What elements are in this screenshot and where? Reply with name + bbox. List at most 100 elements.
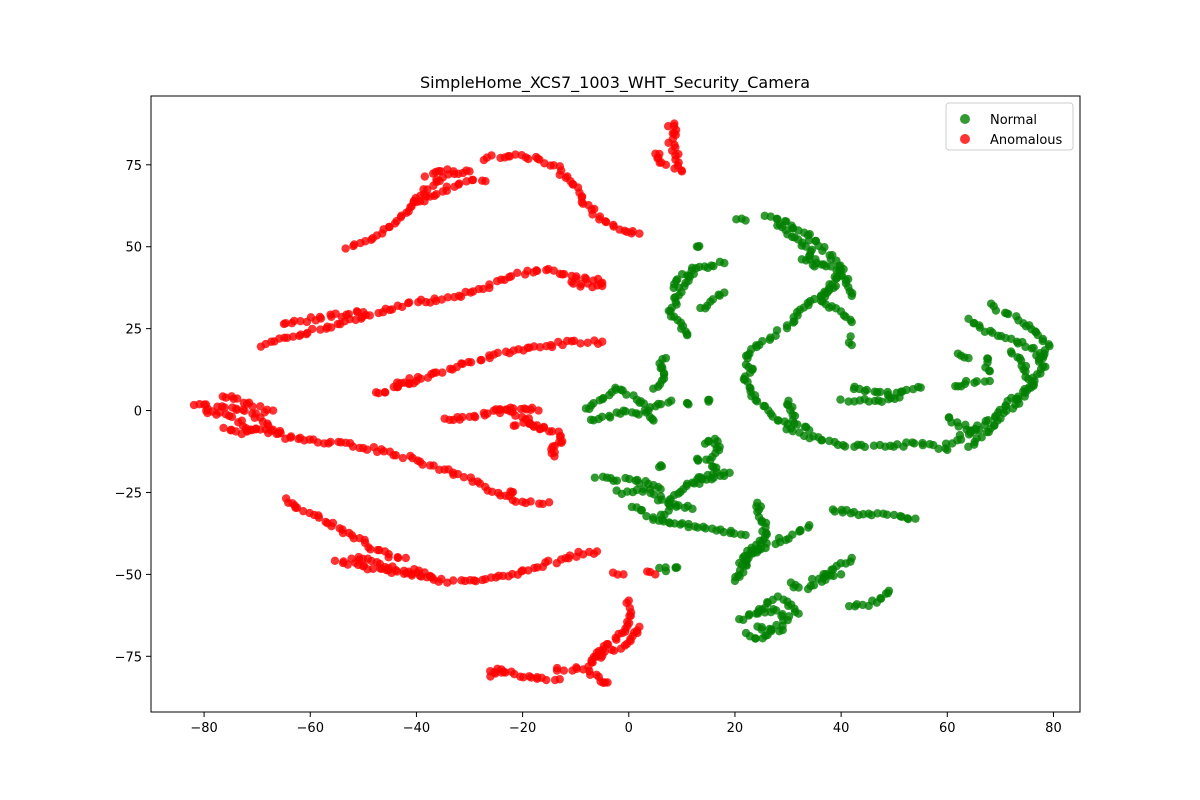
data-point bbox=[720, 258, 729, 268]
axis-ticks: −80 −60 −40 −20 0 20 40 60 80 −75 −50 −25 0 25 50 75 bbox=[115, 159, 1062, 736]
data-point bbox=[674, 501, 683, 510]
data-point bbox=[964, 353, 973, 363]
data-point bbox=[877, 397, 886, 407]
x-tick-label: 80 bbox=[1045, 721, 1062, 736]
data-point bbox=[651, 570, 660, 579]
data-point bbox=[793, 420, 802, 429]
data-point bbox=[984, 415, 993, 425]
data-point bbox=[985, 376, 994, 386]
data-point bbox=[622, 390, 631, 399]
data-point bbox=[778, 609, 787, 619]
data-point bbox=[524, 154, 533, 164]
data-point bbox=[955, 430, 965, 440]
data-point bbox=[757, 625, 766, 634]
data-point bbox=[532, 266, 542, 276]
data-point bbox=[384, 553, 393, 562]
data-point bbox=[795, 525, 805, 535]
data-point bbox=[635, 479, 644, 488]
data-point bbox=[597, 412, 607, 421]
data-point bbox=[934, 444, 943, 454]
data-point bbox=[964, 314, 973, 324]
data-point bbox=[805, 521, 814, 530]
data-point bbox=[471, 576, 480, 586]
data-point bbox=[420, 172, 429, 181]
data-point bbox=[338, 528, 348, 538]
data-point bbox=[892, 440, 902, 449]
data-point bbox=[847, 340, 856, 350]
data-point bbox=[656, 484, 665, 494]
data-point bbox=[751, 634, 760, 643]
data-point bbox=[805, 251, 814, 261]
data-point bbox=[910, 439, 919, 448]
data-point bbox=[227, 412, 237, 422]
data-point bbox=[947, 418, 956, 427]
data-point bbox=[774, 416, 783, 425]
legend-box bbox=[945, 102, 1074, 151]
data-point bbox=[443, 293, 453, 302]
y-tick-label: 50 bbox=[125, 241, 142, 256]
data-point bbox=[836, 570, 846, 579]
data-point bbox=[670, 119, 679, 128]
x-tick-label: −40 bbox=[403, 721, 430, 736]
data-point bbox=[809, 581, 819, 590]
data-point bbox=[642, 511, 651, 521]
data-point bbox=[836, 395, 845, 404]
data-point bbox=[534, 406, 543, 415]
data-point bbox=[344, 309, 353, 319]
data-point bbox=[1038, 353, 1048, 363]
x-tick-label: −80 bbox=[190, 721, 217, 736]
data-point bbox=[431, 368, 441, 377]
data-point bbox=[477, 355, 486, 365]
data-point bbox=[544, 498, 554, 507]
data-point bbox=[327, 522, 336, 531]
data-point bbox=[418, 460, 427, 469]
data-point bbox=[656, 461, 666, 470]
data-point bbox=[569, 279, 578, 288]
data-point bbox=[281, 319, 290, 328]
data-point bbox=[604, 411, 614, 421]
data-point bbox=[362, 445, 372, 454]
data-point bbox=[985, 367, 994, 376]
data-point bbox=[491, 669, 500, 678]
data-point bbox=[393, 553, 402, 562]
data-point bbox=[268, 406, 278, 415]
data-point bbox=[353, 307, 362, 317]
data-point bbox=[559, 666, 569, 675]
data-point bbox=[625, 474, 634, 484]
data-point bbox=[348, 442, 358, 451]
data-point bbox=[519, 418, 528, 427]
data-point bbox=[916, 383, 925, 392]
data-point bbox=[765, 335, 775, 344]
data-point bbox=[612, 476, 622, 485]
data-point bbox=[1002, 406, 1011, 415]
data-point bbox=[586, 670, 595, 679]
data-point bbox=[495, 405, 504, 415]
data-point bbox=[794, 609, 803, 618]
data-point bbox=[810, 262, 819, 271]
data-point bbox=[542, 675, 551, 685]
data-point bbox=[368, 564, 378, 573]
data-point bbox=[602, 639, 612, 649]
data-point bbox=[644, 406, 653, 415]
data-point bbox=[437, 574, 446, 584]
data-point bbox=[458, 412, 467, 422]
data-point bbox=[991, 306, 1001, 315]
data-point bbox=[409, 197, 418, 207]
data-point bbox=[752, 397, 762, 406]
data-point bbox=[602, 217, 611, 227]
y-tick-label: 0 bbox=[134, 405, 142, 420]
data-point bbox=[637, 506, 647, 515]
data-point bbox=[330, 556, 340, 566]
legend-label-normal: Normal bbox=[990, 113, 1037, 128]
data-point bbox=[543, 556, 553, 565]
data-point bbox=[619, 570, 628, 579]
data-point bbox=[817, 435, 827, 445]
data-point bbox=[639, 484, 648, 494]
data-point bbox=[401, 553, 411, 563]
data-point bbox=[624, 596, 633, 605]
data-point bbox=[485, 280, 494, 289]
data-point bbox=[572, 664, 581, 674]
legend: Normal Anomalous bbox=[945, 102, 1074, 151]
data-point bbox=[483, 409, 492, 418]
data-point bbox=[766, 607, 776, 617]
